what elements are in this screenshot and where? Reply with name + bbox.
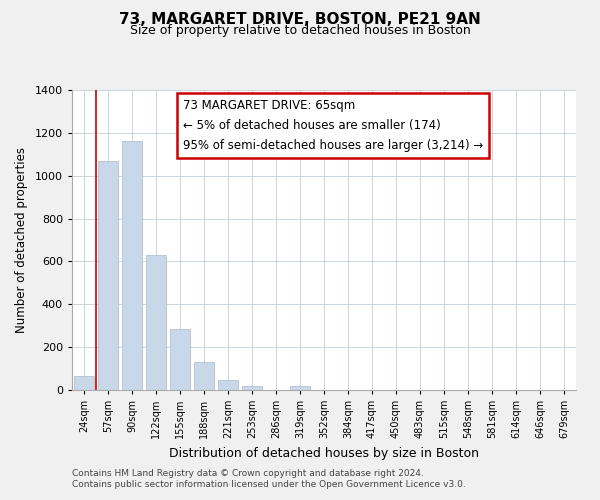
- Y-axis label: Number of detached properties: Number of detached properties: [15, 147, 28, 333]
- Bar: [122, 142, 142, 390]
- Text: Contains public sector information licensed under the Open Government Licence v3: Contains public sector information licen…: [72, 480, 466, 489]
- X-axis label: Distribution of detached houses by size in Boston: Distribution of detached houses by size …: [169, 446, 479, 460]
- Text: Size of property relative to detached houses in Boston: Size of property relative to detached ho…: [130, 24, 470, 37]
- Text: 73 MARGARET DRIVE: 65sqm
← 5% of detached houses are smaller (174)
95% of semi-d: 73 MARGARET DRIVE: 65sqm ← 5% of detache…: [183, 99, 483, 152]
- Bar: [170, 329, 190, 390]
- Bar: [242, 386, 262, 390]
- Bar: [146, 255, 166, 390]
- Bar: [194, 362, 214, 390]
- Bar: [218, 380, 238, 390]
- Text: 73, MARGARET DRIVE, BOSTON, PE21 9AN: 73, MARGARET DRIVE, BOSTON, PE21 9AN: [119, 12, 481, 28]
- Bar: [98, 160, 118, 390]
- Text: Contains HM Land Registry data © Crown copyright and database right 2024.: Contains HM Land Registry data © Crown c…: [72, 468, 424, 477]
- Bar: [74, 376, 94, 390]
- Bar: [290, 386, 310, 390]
